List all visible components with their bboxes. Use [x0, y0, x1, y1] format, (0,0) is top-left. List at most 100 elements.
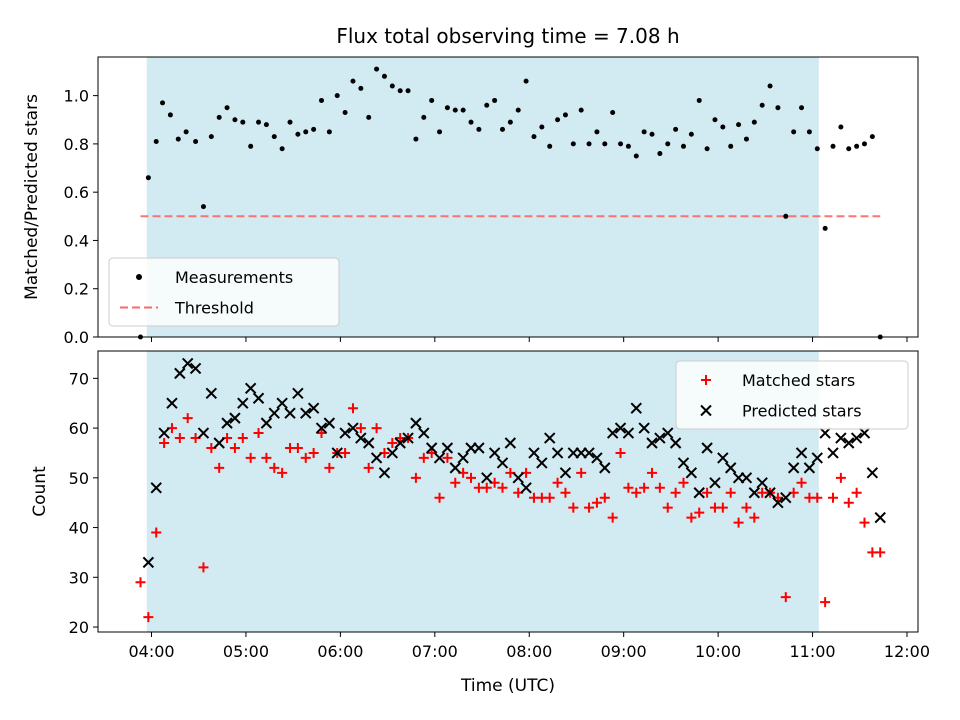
measurement-point — [775, 105, 781, 111]
measurement-point — [183, 129, 189, 135]
matched-star-point — [174, 433, 185, 444]
predicted-star-point — [473, 442, 485, 454]
x-tick-label: 09:00 — [601, 642, 647, 661]
predicted-star-point — [213, 437, 225, 449]
predicted-star-point — [370, 452, 383, 464]
y-tick-label: 0.8 — [64, 135, 89, 154]
legend-label: Measurements — [175, 268, 293, 287]
predicted-star-point — [260, 417, 273, 429]
series-predicted-stars — [142, 357, 886, 569]
matched-star-point — [410, 472, 421, 483]
predicted-star-point — [512, 472, 524, 484]
x-tick-label: 10:00 — [695, 642, 741, 661]
predicted-star-point — [363, 437, 375, 449]
matched-star-point — [654, 482, 665, 493]
x-axis-label: Time (UTC) — [460, 676, 555, 696]
predicted-star-point — [347, 422, 359, 434]
predicted-star-point — [268, 407, 280, 419]
measurement-point — [350, 78, 356, 84]
predicted-star-point — [182, 357, 194, 370]
predicted-star-point — [481, 472, 493, 484]
matched-star-point — [670, 487, 681, 498]
measurement-point — [468, 119, 474, 125]
y-tick-label: 40 — [69, 519, 89, 538]
matched-star-point — [340, 447, 351, 458]
measurement-point — [248, 143, 254, 149]
matched-star-point — [843, 497, 854, 508]
matched-star-point — [269, 462, 280, 473]
legend-box — [108, 257, 340, 327]
measurement-point — [562, 112, 568, 118]
matched-star-point — [796, 477, 807, 488]
predicted-star-point — [638, 422, 650, 434]
series-measurements — [137, 66, 883, 340]
matched-star-point — [450, 477, 461, 488]
predicted-star-point — [606, 427, 619, 439]
matched-star-point — [820, 597, 831, 608]
matched-star-point — [678, 477, 689, 488]
measurement-point — [806, 129, 812, 135]
measurement-point — [531, 134, 537, 140]
predicted-star-point — [866, 467, 879, 479]
measurement-point — [397, 88, 403, 94]
matched-star-point — [261, 452, 272, 463]
matched-star-point — [686, 512, 697, 523]
measurement-point — [476, 126, 482, 132]
measurement-point — [366, 114, 372, 120]
measurement-point — [618, 141, 624, 147]
measurement-point — [665, 141, 671, 147]
measurement-point — [515, 107, 521, 113]
measurement-point — [437, 129, 443, 135]
matched-star-point — [576, 467, 587, 478]
predicted-star-point — [811, 452, 823, 464]
y-tick-label: 50 — [69, 469, 89, 488]
measurement-point — [799, 105, 805, 111]
predicted-star-point — [772, 496, 784, 509]
matched-star-point — [182, 413, 193, 424]
predicted-star-point — [457, 452, 469, 464]
predicted-star-point — [197, 427, 210, 439]
measurement-point — [381, 73, 387, 79]
matched-star-point — [694, 507, 705, 518]
predicted-star-point — [307, 402, 320, 414]
y-tick-label: 20 — [69, 618, 89, 637]
measurement-point — [649, 131, 655, 137]
predicted-star-point — [827, 447, 839, 459]
matched-star-point — [560, 487, 571, 498]
predicted-star-point — [284, 407, 296, 419]
predicted-star-point — [858, 427, 871, 439]
measurement-point — [287, 119, 293, 125]
predicted-star-point — [787, 462, 800, 474]
measurement-point — [610, 110, 616, 116]
x-tick-label: 06:00 — [317, 642, 363, 661]
measurement-point — [232, 117, 238, 123]
measurement-point — [555, 117, 561, 123]
predicted-star-point — [591, 452, 603, 464]
matched-star-point — [584, 502, 595, 513]
matched-star-point — [214, 462, 225, 473]
series-matched-stars — [135, 403, 886, 623]
measurement-point — [759, 102, 765, 108]
predicted-star-point — [748, 487, 761, 499]
predicted-star-point — [654, 432, 666, 444]
predicted-star-point — [583, 447, 595, 459]
y-axis-label: Matched/Predicted stars — [22, 94, 42, 300]
measurement-point — [743, 136, 749, 142]
predicted-star-point — [276, 397, 288, 409]
matched-star-point — [662, 502, 673, 513]
measurement-point — [641, 129, 647, 135]
predicted-star-point — [315, 422, 328, 434]
matched-star-point — [717, 502, 728, 513]
predicted-star-point — [803, 462, 816, 474]
matched-star-point — [387, 438, 398, 449]
predicted-star-point — [835, 432, 847, 444]
predicted-star-point — [355, 432, 367, 444]
y-tick-label: 70 — [69, 369, 89, 388]
measurement-point — [311, 126, 317, 132]
matched-star-point — [300, 452, 311, 463]
measurement-point — [570, 141, 576, 147]
measurement-point — [303, 129, 309, 135]
matched-star-point — [497, 482, 508, 493]
predicted-star-point — [520, 482, 532, 494]
legend-matched-marker — [701, 375, 711, 385]
